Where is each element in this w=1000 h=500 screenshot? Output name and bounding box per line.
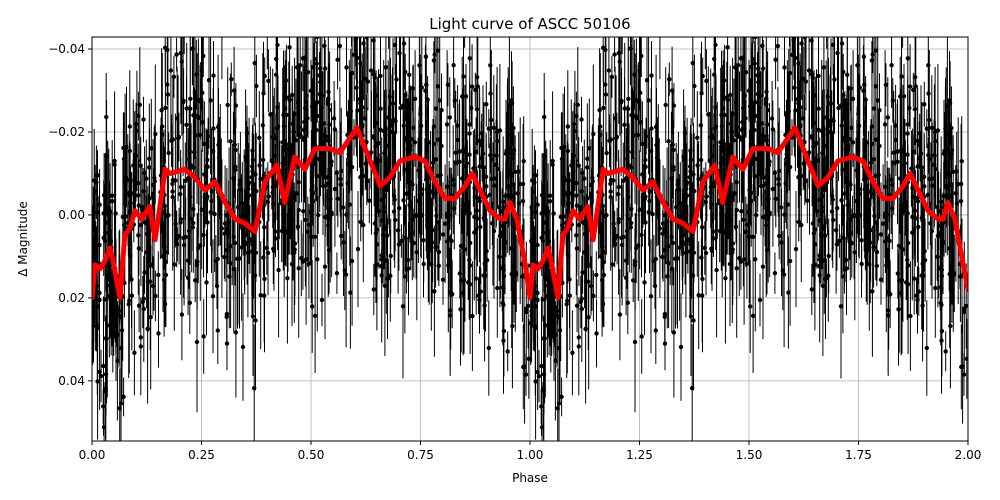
- chart-title: Light curve of ASCC 50106: [429, 15, 630, 33]
- x-tick-label: 0.00: [79, 448, 106, 462]
- y-tick-label: 0.04: [58, 374, 85, 388]
- x-tick-label: 0.75: [407, 448, 434, 462]
- x-axis-ticks: 0.00 0.25 0.50 0.75 1.00 1.25 1.50 1.75 2.00: [79, 441, 982, 462]
- x-tick-label: 1.00: [517, 448, 544, 462]
- x-axis-label: Phase: [512, 471, 548, 485]
- x-tick-label: 1.75: [845, 448, 872, 462]
- y-tick-label: 0.02: [58, 291, 85, 305]
- y-axis-ticks: −0.04 −0.02 0.00 0.02 0.04: [48, 42, 92, 388]
- x-tick-label: 1.50: [736, 448, 763, 462]
- x-tick-label: 0.25: [188, 448, 215, 462]
- y-tick-label: −0.04: [48, 42, 85, 56]
- x-tick-label: 2.00: [955, 448, 982, 462]
- x-tick-label: 0.50: [298, 448, 325, 462]
- y-axis-label: Δ Magnitude: [16, 201, 30, 277]
- y-tick-label: 0.00: [58, 208, 85, 222]
- y-tick-label: −0.02: [48, 125, 85, 139]
- smoothed-curve: [92, 125, 968, 301]
- x-tick-label: 1.25: [626, 448, 653, 462]
